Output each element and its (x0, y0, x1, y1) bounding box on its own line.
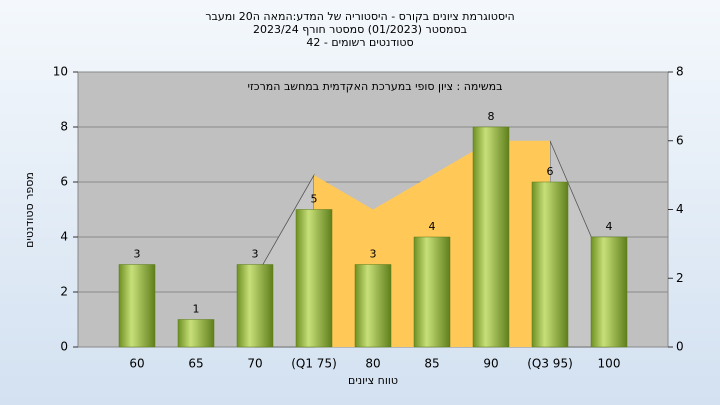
value-label: 3 (252, 248, 259, 261)
y2-tick-label: 8 (676, 65, 684, 79)
bar (118, 264, 156, 348)
x-tick-label: 100 (598, 357, 621, 371)
value-label: 1 (193, 303, 200, 316)
y-tick-label: 0 (60, 340, 68, 354)
x-tick-label: 65 (188, 357, 203, 371)
value-label: 6 (547, 165, 554, 178)
value-label: 8 (488, 110, 495, 123)
chart-title: היסטוגרמת ציונים בקורס - היסטוריה של המד… (205, 10, 514, 23)
bar (413, 236, 451, 348)
chart-title: בסמסטר (01/2023) סמסטר חורף 2023/24 (253, 23, 467, 36)
x-tick-label: 80 (365, 357, 380, 371)
bar (531, 181, 569, 348)
bar (472, 126, 510, 348)
annotation: במשימה : ציון סופי במערכת האקדמית במחשב … (248, 80, 503, 93)
x-axis-label: טווח ציונים (348, 374, 398, 387)
y2-tick-label: 0 (676, 340, 684, 354)
chart-title: סטודנטים רשומים - 42 (306, 36, 413, 49)
bar (177, 319, 215, 348)
y-tick-label: 6 (60, 175, 68, 189)
value-label: 3 (370, 248, 377, 261)
y2-tick-label: 4 (676, 202, 684, 216)
x-tick-label: 60 (129, 357, 144, 371)
y-tick-label: 10 (53, 65, 68, 79)
x-tick-label: 70 (247, 357, 262, 371)
x-tick-label: 85 (424, 357, 439, 371)
bar (590, 236, 628, 348)
y2-tick-label: 2 (676, 271, 684, 285)
y-tick-label: 4 (60, 230, 68, 244)
value-label: 3 (134, 248, 141, 261)
value-label: 4 (429, 220, 436, 233)
value-label: 4 (606, 220, 613, 233)
bar (354, 264, 392, 348)
y-tick-label: 2 (60, 285, 68, 299)
x-tick-label: 90 (483, 357, 498, 371)
y-axis-label: מספר סטודנטים (23, 172, 36, 248)
value-label: 5 (311, 193, 318, 206)
bar (236, 264, 274, 348)
y-tick-label: 8 (60, 120, 68, 134)
x-tick-label: (Q1 75) (291, 357, 337, 371)
bar (295, 209, 333, 348)
y2-tick-label: 6 (676, 133, 684, 147)
x-tick-label: (Q3 95) (527, 357, 573, 371)
